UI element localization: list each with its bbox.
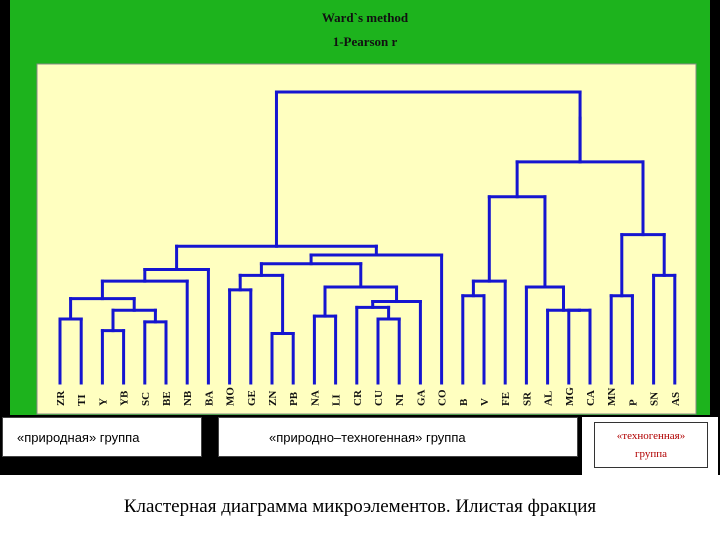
leaf-label-cu: CU bbox=[373, 390, 385, 406]
leaf-label-v: V bbox=[479, 398, 491, 406]
natural-technogenic-group-label: «природно–техногенная» группа bbox=[218, 417, 578, 457]
right-border bbox=[710, 0, 720, 470]
leaf-label-sc: SC bbox=[140, 392, 152, 406]
chart-title: Ward`s method bbox=[321, 10, 409, 25]
leaf-label-fe: FE bbox=[500, 392, 512, 406]
left-border bbox=[0, 0, 10, 470]
leaf-label-p: P bbox=[627, 399, 639, 406]
leaf-label-yb: YB bbox=[119, 390, 131, 406]
natural-group-text: «природная» группа bbox=[17, 429, 140, 445]
natural-technogenic-group-text: «природно–техногенная» группа bbox=[269, 429, 466, 445]
dendrogram-plot: ZR TI Y YB SC BE NB BA MO GE ZN PB NA LI CR CU NI GA CO B V F… bbox=[36, 63, 697, 415]
leaf-label-y: Y bbox=[97, 398, 109, 406]
leaf-label-li: LI bbox=[331, 394, 343, 406]
leaf-label-b: B bbox=[458, 398, 470, 406]
leaf-label-be: BE bbox=[161, 391, 173, 406]
leaf-labels: ZR TI Y YB SC BE NB BA MO GE ZN PB NA LI CR CU NI GA CO B V F… bbox=[55, 387, 682, 406]
natural-group-label: «природная» группа bbox=[2, 417, 202, 457]
leaf-label-nb: NB bbox=[182, 390, 194, 406]
leaf-label-al: AL bbox=[543, 391, 555, 406]
leaf-label-pb: PB bbox=[288, 391, 300, 406]
leaf-label-ba: BA bbox=[203, 391, 215, 406]
leaf-label-ca: CA bbox=[585, 390, 597, 406]
technogenic-group-text-line1: «техногенная» bbox=[616, 430, 686, 442]
figure-caption: Кластерная диаграмма микроэлементов. Или… bbox=[123, 496, 597, 517]
leaf-label-mo: MO bbox=[225, 387, 237, 406]
technogenic-group-label: «техногенная» группа bbox=[594, 422, 708, 468]
leaf-label-ga: GA bbox=[415, 389, 427, 406]
technogenic-group-text-line2: группа bbox=[634, 448, 668, 460]
leaf-label-ni: NI bbox=[394, 394, 406, 406]
leaf-label-ti: TI bbox=[76, 394, 88, 406]
leaf-label-sn: SN bbox=[649, 392, 661, 406]
leaf-label-as: AS bbox=[670, 392, 682, 406]
leaf-label-zr: ZR bbox=[55, 390, 67, 406]
leaf-label-mg: MG bbox=[564, 387, 576, 406]
leaf-label-co: CO bbox=[437, 389, 449, 406]
plot-area bbox=[36, 63, 697, 415]
leaf-label-cr: CR bbox=[352, 389, 364, 406]
dendrogram-branches bbox=[58, 90, 677, 385]
leaf-label-sr: SR bbox=[521, 391, 533, 406]
leaf-label-mn: MN bbox=[606, 388, 618, 406]
chart-subtitle: 1-Pearson r bbox=[332, 34, 398, 49]
leaf-label-zn: ZN bbox=[267, 391, 279, 406]
leaf-label-ge: GE bbox=[246, 390, 258, 406]
leaf-label-na: NA bbox=[309, 390, 321, 406]
